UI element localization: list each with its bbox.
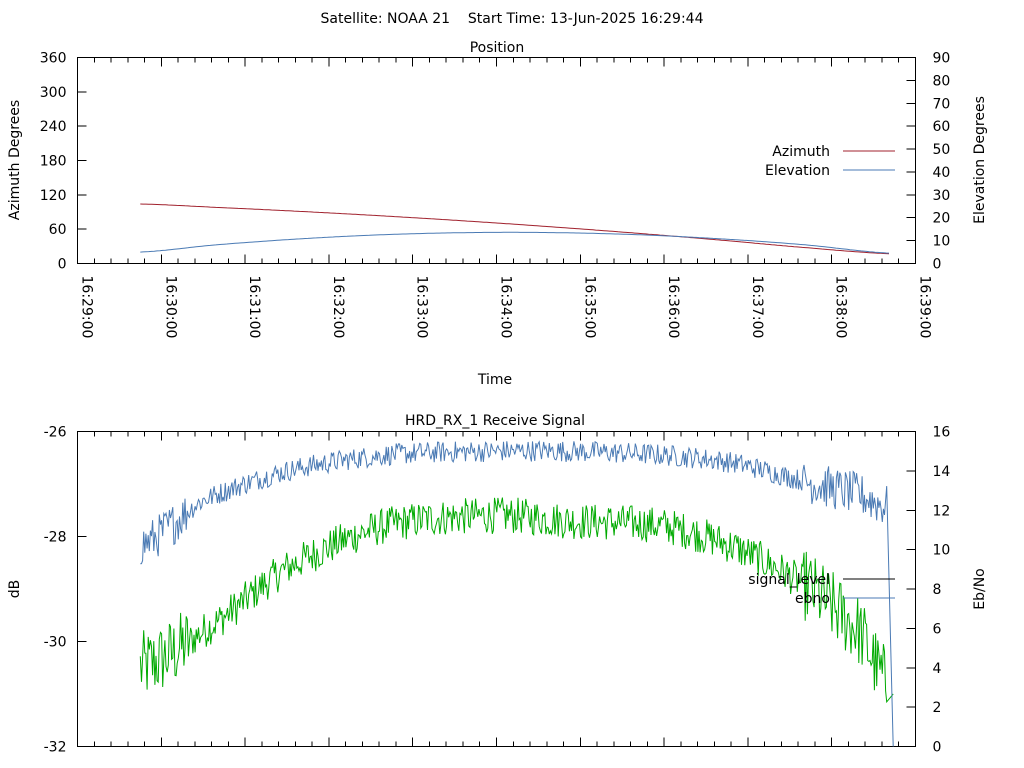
position-y2-tick-label: 20 [933,211,951,227]
position-x-tick-labels: 16:29:00 16:30:00 16:31:00 16:32:00 16:33:00… [79,276,933,339]
position-y2-tick-label: 80 [933,73,951,89]
position-y-tick-label: 360 [40,51,67,67]
position-x-tick-label: 16:37:00 [749,276,765,339]
position-y2-tick-label: 0 [933,257,942,273]
position-ticks [77,57,916,264]
position-y2-axis-label: Elevation Degrees [972,96,988,224]
receive-y2-tick-labels: 0 2 4 6 8 10 12 14 16 [933,425,951,756]
position-series [140,203,890,255]
receive-y-axis-label: dB [7,580,23,599]
position-x-tick-label: 16:34:00 [498,276,514,339]
position-x-tick-label: 16:31:00 [246,276,262,339]
receive-y2-tick-label: 8 [933,582,942,598]
position-y-tick-label: 120 [40,188,67,204]
position-y2-tick-labels: 0 10 20 30 40 50 60 70 80 90 [933,51,951,273]
page-title: Satellite: NOAA 21 Start Time: 13-Jun-20… [321,11,704,27]
receive-chart-title: HRD_RX_1 Receive Signal [405,413,585,429]
receive-y2-tick-label: 12 [933,503,951,519]
legend-ebno-label: ebno [795,591,830,607]
position-x-tick-label: 16:29:00 [79,276,95,339]
legend-azimuth-label: Azimuth [772,144,830,160]
legend-elevation-label: Elevation [765,163,830,179]
position-y-axis-label: Azimuth Degrees [7,100,23,220]
receive-plot-frame [77,431,916,747]
receive-series-ebno-line [140,440,894,747]
receive-y-tick-label: -26 [44,425,67,441]
position-x-axis-label: Time [477,372,512,388]
position-y2-tick-label: 60 [933,119,951,135]
position-y-tick-label: 0 [58,257,67,273]
receive-signal-chart: HRD_RX_1 Receive Signal -26 -28 -30 -32 0 2 4… [7,413,988,756]
receive-series [139,440,894,747]
position-y2-tick-label: 30 [933,188,951,204]
position-y2-tick-label: 70 [933,96,951,112]
position-series-elevation-line [140,231,890,254]
position-y-tick-label: 60 [49,222,67,238]
position-y-tick-label: 240 [40,119,67,135]
receive-ticks [77,431,916,747]
position-x-tick-label: 16:35:00 [581,276,597,339]
receive-y-tick-label: -32 [44,740,67,756]
legend-signal-level-label: signal_level [748,572,830,588]
position-x-tick-label: 16:33:00 [414,276,430,339]
receive-y-tick-label: -30 [44,635,67,651]
position-series-azimuth-line [140,203,890,255]
position-y2-tick-label: 10 [933,234,951,250]
receive-y2-tick-label: 6 [933,621,942,637]
position-x-tick-label: 16:36:00 [665,276,681,339]
position-x-tick-label: 16:38:00 [833,276,849,339]
receive-y2-tick-label: 16 [933,425,951,441]
receive-y2-axis-label: Eb/No [972,568,988,610]
position-y2-tick-label: 50 [933,142,951,158]
receive-y2-tick-label: 2 [933,700,942,716]
position-y2-tick-label: 40 [933,165,951,181]
receive-y2-tick-label: 14 [933,464,951,480]
receive-legend: signal_level ebno [748,572,895,607]
receive-y2-tick-label: 10 [933,543,951,559]
receive-y-tick-labels: -26 -28 -30 -32 [44,425,67,756]
position-x-tick-label: 16:32:00 [330,276,346,339]
receive-y-tick-label: -28 [44,530,67,546]
receive-y2-tick-label: 4 [933,661,942,677]
position-y-tick-label: 180 [40,154,67,170]
position-x-tick-label: 16:30:00 [162,276,178,339]
position-y-tick-labels: 0 60 120 180 240 300 360 [40,51,67,273]
position-y2-tick-label: 90 [933,51,951,67]
position-y-tick-label: 300 [40,85,67,101]
receive-y2-tick-label: 0 [933,740,942,756]
position-chart-title: Position [470,40,525,56]
position-chart: Position 0 60 120 180 240 300 360 0 10 20 30 40 50 6… [7,40,988,388]
receive-series-signal_level-line [139,497,894,704]
position-x-tick-label: 16:39:00 [917,276,933,339]
position-legend: Azimuth Elevation [765,144,895,179]
